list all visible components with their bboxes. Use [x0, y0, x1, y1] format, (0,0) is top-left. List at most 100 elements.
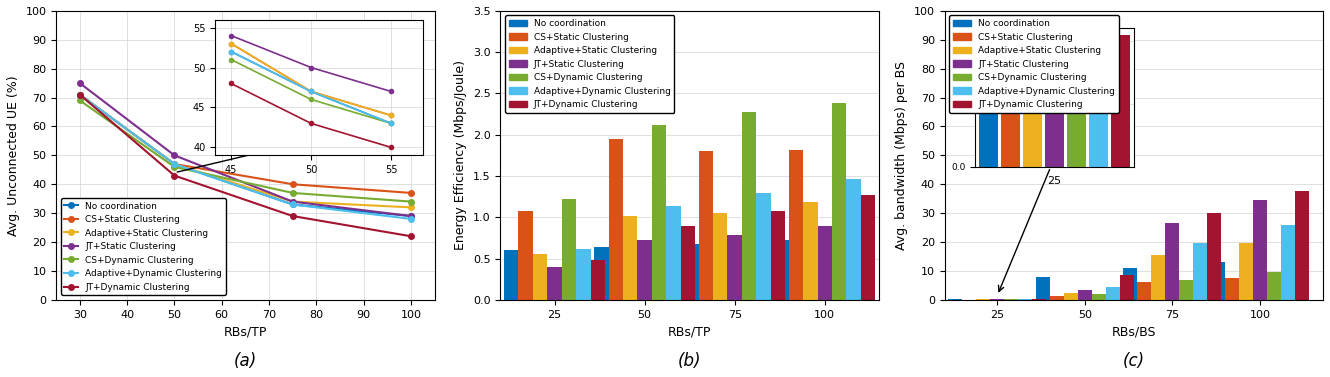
Legend: No coordination, CS+Static Clustering, Adaptive+Static Clustering, JT+Static Clu: No coordination, CS+Static Clustering, A… [61, 198, 226, 295]
Line: Adaptive+Dynamic Clustering: Adaptive+Dynamic Clustering [77, 92, 414, 222]
Bar [519, 211, 533, 300]
Y-axis label: Avg. Unconnected UE (%): Avg. Unconnected UE (%) [7, 75, 20, 236]
Bar [548, 267, 561, 300]
CS+Static Clustering [166, 162, 182, 166]
Adaptive+Static Clustering [285, 199, 301, 204]
Bar [1032, 299, 1047, 300]
Y-axis label: Avg. bandwidth (Mbps) per BS: Avg. bandwidth (Mbps) per BS [895, 61, 908, 250]
Adaptive+Dynamic Clustering [285, 202, 301, 207]
JT+Static Clustering [166, 153, 182, 158]
Bar [595, 247, 609, 300]
Adaptive+Dynamic Clustering [166, 162, 182, 166]
Bar [1019, 299, 1032, 300]
Line: No coordination: No coordination [77, 92, 414, 219]
Bar [1267, 272, 1281, 300]
Bar [1208, 213, 1221, 300]
Bar [504, 250, 519, 300]
CS+Dynamic Clustering [166, 165, 182, 169]
Adaptive+Static Clustering [166, 162, 182, 166]
Bar [976, 299, 991, 300]
Bar [1165, 223, 1180, 300]
Bar [803, 202, 818, 300]
Bar [1124, 268, 1137, 300]
X-axis label: RBs/TP: RBs/TP [223, 325, 267, 338]
Bar [1253, 200, 1267, 300]
Bar [948, 299, 963, 300]
No coordination [72, 92, 88, 97]
JT+Dynamic Clustering [166, 173, 182, 178]
Bar [833, 103, 846, 300]
Bar [1092, 294, 1105, 300]
Bar [757, 193, 770, 300]
Bar [1064, 293, 1077, 300]
Adaptive+Dynamic Clustering [403, 217, 419, 221]
Bar [1137, 282, 1152, 300]
No coordination [285, 202, 301, 207]
Bar [991, 299, 1004, 300]
JT+Static Clustering [72, 81, 88, 86]
CS+Dynamic Clustering [72, 98, 88, 103]
Text: (a): (a) [234, 352, 257, 370]
CS+Dynamic Clustering [403, 199, 419, 204]
No coordination [403, 214, 419, 218]
Line: Adaptive+Static Clustering: Adaptive+Static Clustering [77, 92, 414, 210]
CS+Dynamic Clustering [285, 191, 301, 195]
JT+Static Clustering [403, 214, 419, 218]
X-axis label: RBs/BS: RBs/BS [1112, 325, 1156, 338]
Bar [774, 241, 789, 300]
X-axis label: RBs/TP: RBs/TP [668, 325, 712, 338]
Text: (c): (c) [1123, 352, 1145, 370]
Line: CS+Static Clustering: CS+Static Clustering [77, 92, 414, 196]
Line: CS+Dynamic Clustering: CS+Dynamic Clustering [77, 98, 414, 204]
CS+Static Clustering [403, 191, 419, 195]
Bar [1281, 225, 1295, 300]
Bar [846, 179, 861, 300]
Bar [533, 254, 548, 300]
Bar [609, 139, 622, 300]
Bar [1225, 278, 1240, 300]
Bar [698, 151, 713, 300]
Bar [1180, 280, 1193, 300]
Bar [789, 150, 803, 300]
Bar [1210, 262, 1225, 300]
Bar [1193, 244, 1208, 300]
Adaptive+Dynamic Clustering [72, 92, 88, 97]
Bar [1105, 287, 1120, 300]
Bar [1036, 277, 1049, 300]
Bar [742, 112, 757, 300]
Bar [818, 225, 833, 300]
Bar [713, 213, 728, 300]
CS+Static Clustering [72, 92, 88, 97]
Bar [1295, 192, 1309, 300]
JT+Dynamic Clustering [72, 92, 88, 97]
Bar [591, 260, 605, 300]
Line: JT+Static Clustering: JT+Static Clustering [77, 80, 414, 219]
Legend: No coordination, CS+Static Clustering, Adaptive+Static Clustering, JT+Static Clu: No coordination, CS+Static Clustering, A… [950, 15, 1119, 113]
No coordination [166, 162, 182, 166]
Bar [561, 199, 576, 300]
CS+Static Clustering [285, 182, 301, 187]
Bar [728, 235, 742, 300]
Bar [861, 195, 875, 300]
Y-axis label: Energy Efficiency (Mbps/Joule): Energy Efficiency (Mbps/Joule) [455, 60, 467, 250]
Legend: No coordination, CS+Static Clustering, Adaptive+Static Clustering, JT+Static Clu: No coordination, CS+Static Clustering, A… [505, 15, 674, 113]
Adaptive+Static Clustering [72, 92, 88, 97]
Bar [1049, 296, 1064, 300]
Bar [1240, 244, 1253, 300]
Text: (b): (b) [678, 352, 701, 370]
Adaptive+Static Clustering [403, 205, 419, 210]
Line: JT+Dynamic Clustering: JT+Dynamic Clustering [77, 92, 414, 239]
JT+Dynamic Clustering [285, 214, 301, 218]
Bar [1120, 275, 1134, 300]
JT+Static Clustering [285, 199, 301, 204]
Bar [622, 216, 637, 300]
JT+Dynamic Clustering [403, 234, 419, 239]
Bar [666, 206, 681, 300]
Bar [770, 211, 785, 300]
Bar [684, 244, 698, 300]
Bar [576, 249, 591, 300]
Bar [1152, 255, 1165, 300]
Bar [1077, 290, 1092, 300]
Bar [681, 225, 696, 300]
Bar [652, 125, 666, 300]
